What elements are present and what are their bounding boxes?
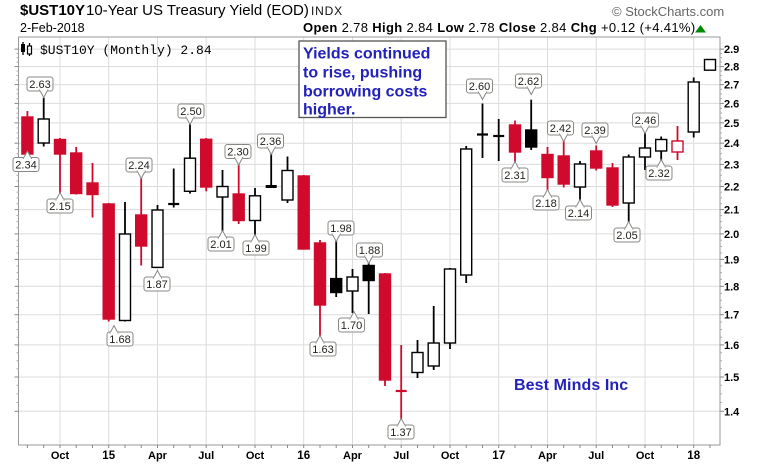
svg-text:2.8: 2.8 xyxy=(724,62,739,74)
svg-text:16: 16 xyxy=(297,450,310,462)
svg-text:2.60: 2.60 xyxy=(469,81,490,93)
svg-text:Apr: Apr xyxy=(343,450,363,462)
svg-text:Apr: Apr xyxy=(538,450,558,462)
svg-text:2.50: 2.50 xyxy=(180,106,201,118)
svg-text:Jul: Jul xyxy=(588,450,604,462)
svg-text:1.7: 1.7 xyxy=(724,310,739,322)
svg-text:2.31: 2.31 xyxy=(504,170,525,182)
svg-text:1.88: 1.88 xyxy=(359,245,380,257)
svg-text:1.70: 1.70 xyxy=(341,320,362,332)
svg-text:higher.: higher. xyxy=(303,102,355,119)
svg-text:18: 18 xyxy=(687,450,700,462)
svg-text:2.5: 2.5 xyxy=(724,118,739,130)
svg-text:1.4: 1.4 xyxy=(724,406,740,418)
svg-text:2.46: 2.46 xyxy=(635,115,656,127)
svg-text:to rise, pushing: to rise, pushing xyxy=(303,65,422,82)
svg-text:1.6: 1.6 xyxy=(724,340,739,352)
svg-text:Open 2.78 High 2.84 Low 2.78 C: Open 2.78 High 2.84 Low 2.78 Close 2.84 … xyxy=(303,20,696,35)
svg-text:1.68: 1.68 xyxy=(109,334,130,346)
svg-text:Oct: Oct xyxy=(636,450,655,462)
svg-text:2.62: 2.62 xyxy=(518,76,539,88)
svg-text:Jul: Jul xyxy=(198,450,214,462)
svg-text:2.24: 2.24 xyxy=(128,160,149,172)
svg-text:$UST10Y (Monthly) 2.84: $UST10Y (Monthly) 2.84 xyxy=(40,43,212,58)
svg-text:2.9: 2.9 xyxy=(724,44,739,56)
svg-text:2.14: 2.14 xyxy=(568,208,589,220)
svg-text:1.87: 1.87 xyxy=(146,279,167,291)
svg-text:2.3: 2.3 xyxy=(724,159,739,171)
svg-text:INDX: INDX xyxy=(311,4,343,18)
svg-text:2.32: 2.32 xyxy=(648,168,669,180)
svg-text:2.39: 2.39 xyxy=(584,125,605,137)
svg-text:Apr: Apr xyxy=(148,450,168,462)
svg-text:2.4: 2.4 xyxy=(724,138,740,150)
svg-text:2.1: 2.1 xyxy=(724,205,739,217)
svg-text:1.5: 1.5 xyxy=(724,372,739,384)
svg-text:2.18: 2.18 xyxy=(535,198,556,210)
svg-text:© StockCharts.com: © StockCharts.com xyxy=(612,4,724,19)
svg-text:Oct: Oct xyxy=(51,450,70,462)
svg-text:Oct: Oct xyxy=(246,450,265,462)
svg-text:1.9: 1.9 xyxy=(724,254,739,266)
svg-text:15: 15 xyxy=(102,450,115,462)
svg-text:borrowing costs: borrowing costs xyxy=(303,84,428,101)
svg-text:2.36: 2.36 xyxy=(260,136,281,148)
svg-text:Jul: Jul xyxy=(393,450,409,462)
svg-text:10-Year US Treasury Yield (EOD: 10-Year US Treasury Yield (EOD) xyxy=(86,2,309,19)
svg-text:2.2: 2.2 xyxy=(724,182,739,194)
svg-text:2.01: 2.01 xyxy=(210,239,231,251)
svg-text:1.8: 1.8 xyxy=(724,281,739,293)
svg-text:2.42: 2.42 xyxy=(550,123,571,135)
svg-text:2.34: 2.34 xyxy=(15,160,36,172)
svg-text:2.05: 2.05 xyxy=(616,230,637,242)
svg-text:1.63: 1.63 xyxy=(312,344,333,356)
svg-text:Yields continued: Yields continued xyxy=(303,46,430,63)
svg-text:Oct: Oct xyxy=(441,450,460,462)
svg-text:2.6: 2.6 xyxy=(724,98,739,110)
svg-text:17: 17 xyxy=(492,450,505,462)
svg-text:Best Minds Inc: Best Minds Inc xyxy=(514,377,628,394)
svg-text:2.30: 2.30 xyxy=(227,147,248,159)
svg-text:2.63: 2.63 xyxy=(29,79,50,91)
svg-text:1.37: 1.37 xyxy=(390,427,411,439)
svg-text:1.98: 1.98 xyxy=(330,223,351,235)
svg-text:2-Feb-2018: 2-Feb-2018 xyxy=(20,21,85,35)
svg-text:2.0: 2.0 xyxy=(724,229,739,241)
svg-text:$UST10Y: $UST10Y xyxy=(20,2,85,19)
svg-text:1.99: 1.99 xyxy=(245,243,266,255)
svg-text:2.15: 2.15 xyxy=(49,201,70,213)
svg-text:2.7: 2.7 xyxy=(724,80,739,92)
